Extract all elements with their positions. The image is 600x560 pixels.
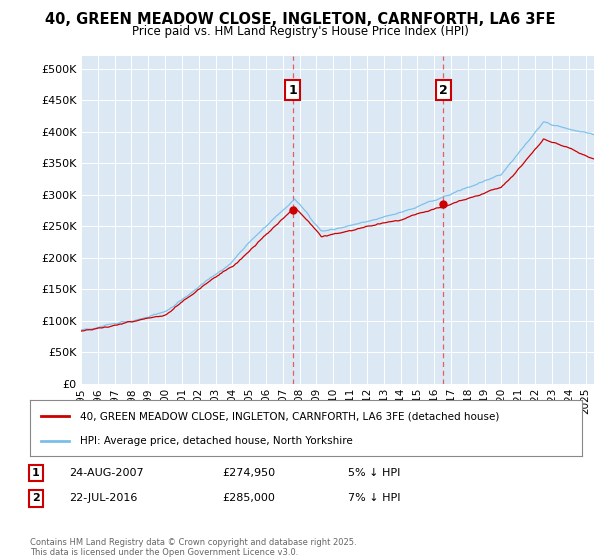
Text: 1: 1 [32, 468, 40, 478]
Text: Price paid vs. HM Land Registry's House Price Index (HPI): Price paid vs. HM Land Registry's House … [131, 25, 469, 38]
Text: 40, GREEN MEADOW CLOSE, INGLETON, CARNFORTH, LA6 3FE (detached house): 40, GREEN MEADOW CLOSE, INGLETON, CARNFO… [80, 411, 499, 421]
Text: 5% ↓ HPI: 5% ↓ HPI [348, 468, 400, 478]
Text: £274,950: £274,950 [222, 468, 275, 478]
Text: 40, GREEN MEADOW CLOSE, INGLETON, CARNFORTH, LA6 3FE: 40, GREEN MEADOW CLOSE, INGLETON, CARNFO… [45, 12, 555, 27]
Text: Contains HM Land Registry data © Crown copyright and database right 2025.
This d: Contains HM Land Registry data © Crown c… [30, 538, 356, 557]
Text: HPI: Average price, detached house, North Yorkshire: HPI: Average price, detached house, Nort… [80, 436, 352, 446]
Text: 24-AUG-2007: 24-AUG-2007 [69, 468, 143, 478]
Text: 7% ↓ HPI: 7% ↓ HPI [348, 493, 401, 503]
Text: 1: 1 [288, 84, 297, 97]
Text: 2: 2 [439, 84, 448, 97]
Text: £285,000: £285,000 [222, 493, 275, 503]
Text: 22-JUL-2016: 22-JUL-2016 [69, 493, 137, 503]
Text: 2: 2 [32, 493, 40, 503]
